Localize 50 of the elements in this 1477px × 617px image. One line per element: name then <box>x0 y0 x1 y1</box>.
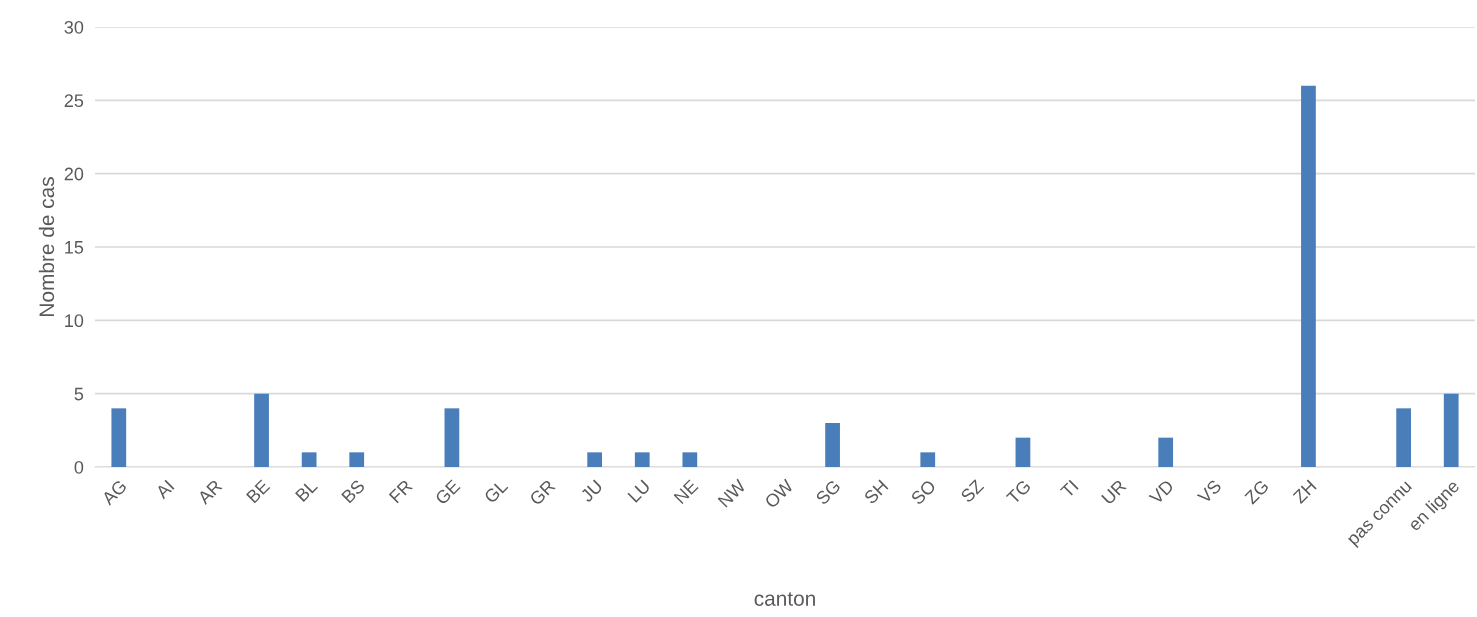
x-tick-label: BE <box>246 479 271 504</box>
x-tick-label: SG <box>815 479 842 506</box>
bar <box>1396 408 1411 467</box>
bar <box>1301 85 1316 467</box>
bar <box>444 408 460 467</box>
x-tick-label: LU <box>627 479 651 503</box>
x-tick-label: SH <box>863 479 889 505</box>
bar <box>634 452 650 467</box>
y-tick-label: 0 <box>74 460 84 474</box>
y-tick-label: 20 <box>64 167 84 181</box>
x-tick-label: AG <box>100 479 128 506</box>
x-tick-label: TI <box>1059 479 1079 499</box>
bar <box>349 452 365 467</box>
x-tick-label: NE <box>673 479 699 505</box>
bar <box>682 452 698 467</box>
x-tick-label: TG <box>1005 479 1032 505</box>
x-tick-label: AR <box>196 479 223 506</box>
y-tick-label: 25 <box>64 94 84 108</box>
y-axis-title: Nombre de cas <box>38 177 55 316</box>
bar <box>301 452 317 467</box>
x-axis-title: canton <box>754 592 815 606</box>
bar <box>1158 437 1174 467</box>
x-tick-label: JU <box>579 479 604 503</box>
x-tick-label: VS <box>1196 479 1223 505</box>
y-tick-label: 5 <box>74 387 84 401</box>
x-tick-label: AI <box>154 479 175 500</box>
x-tick-label: OW <box>763 478 795 509</box>
x-tick-label: GE <box>434 479 461 506</box>
x-tick-label: UR <box>1101 479 1127 505</box>
bar <box>1015 437 1031 467</box>
x-tick-label: GR <box>528 479 556 506</box>
bar <box>111 408 127 467</box>
bar <box>825 423 840 467</box>
x-tick-label: ZG <box>1243 479 1270 505</box>
y-tick-label: 30 <box>64 20 84 34</box>
bar <box>1443 393 1459 467</box>
x-tick-label: FR <box>388 479 413 504</box>
x-tick-label: BS <box>341 479 366 504</box>
y-tick-label: 10 <box>65 314 84 328</box>
x-tick-label: ZH <box>1292 479 1317 504</box>
bar <box>587 452 603 467</box>
bar <box>254 393 269 467</box>
y-tick-label: 15 <box>65 241 84 254</box>
bar <box>920 452 936 467</box>
x-tick-label: GL <box>483 478 509 504</box>
x-tick-label: SO <box>910 479 937 506</box>
x-tick-label: NW <box>717 478 747 508</box>
x-tick-label: SZ <box>959 478 985 504</box>
x-tick-label: BL <box>295 479 318 502</box>
x-tick-label: VD <box>1148 479 1175 506</box>
